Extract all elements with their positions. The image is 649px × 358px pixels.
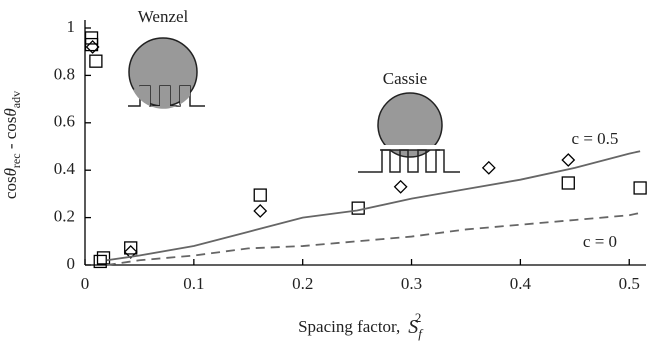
square-marker: [84, 37, 99, 52]
y-tick-label: 0.4: [54, 159, 76, 178]
line-solid: [106, 150, 641, 262]
x-tick-label: 0.5: [619, 274, 640, 293]
square-marker: [124, 241, 138, 255]
x-label-part: 2: [415, 310, 422, 325]
y-tick-label: 0.8: [54, 64, 75, 83]
square-marker: [253, 188, 267, 202]
annotation: Cassie: [383, 69, 427, 88]
square-marker: [351, 201, 365, 215]
y-tick-label: 1: [67, 17, 76, 36]
square-marker: [89, 54, 103, 68]
y-label-part: cos: [1, 176, 20, 199]
x-tick-label: 0.2: [292, 274, 313, 293]
y-tick-label: 0.2: [54, 207, 75, 226]
diamond-marker: [253, 204, 268, 218]
square-marker: [633, 181, 647, 195]
x-tick-label: 0.1: [183, 274, 204, 293]
diamond-marker: [561, 153, 576, 167]
wenzel-schematic: [128, 37, 205, 109]
y-tick-label: 0: [67, 254, 76, 273]
y-label-part: θ: [1, 168, 20, 176]
diamond-marker: [481, 160, 496, 175]
y-label-part: adv: [9, 91, 23, 108]
diamond-marker: [85, 40, 100, 54]
cassie-schematic: [358, 92, 460, 173]
diamond-marker: [393, 179, 408, 194]
y-label-part: rec: [9, 153, 23, 168]
y-tick-label: 0.6: [54, 112, 75, 131]
y-axis-label: cosθrec - cosθadv: [1, 91, 23, 199]
x-label-part: S: [408, 316, 418, 338]
annotation: Wenzel: [138, 7, 189, 26]
x-label-part: Spacing factor,: [298, 317, 400, 336]
square-marker: [93, 254, 107, 269]
square-marker: [96, 251, 111, 265]
line-dashed: [106, 211, 641, 266]
y-label-part: θ: [1, 108, 20, 116]
square-marker: [561, 176, 575, 190]
x-tick-label: 0.4: [510, 274, 532, 293]
x-tick-label: 0: [81, 274, 90, 293]
y-label-part: - cos: [1, 117, 20, 154]
line-label: c = 0: [583, 232, 617, 251]
diamond-marker: [123, 245, 138, 259]
line-label: c = 0.5: [572, 129, 619, 148]
x-axis-label: Spacing factor, Sf2: [298, 310, 424, 341]
x-label-part: f: [418, 326, 424, 341]
x-tick-label: 0.3: [401, 274, 422, 293]
